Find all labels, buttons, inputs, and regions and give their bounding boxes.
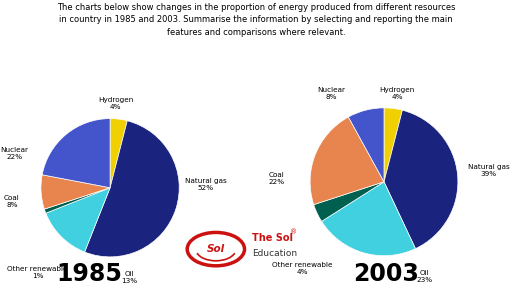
Wedge shape: [45, 188, 110, 213]
Text: Other renewable
4%: Other renewable 4%: [272, 263, 333, 275]
Wedge shape: [46, 188, 110, 252]
Text: ®: ®: [290, 229, 297, 235]
Text: Education: Education: [252, 249, 297, 258]
Wedge shape: [41, 175, 110, 209]
Text: Sol: Sol: [207, 244, 225, 254]
Text: Natural gas
39%: Natural gas 39%: [468, 164, 510, 177]
Wedge shape: [110, 119, 127, 188]
Text: The Sol: The Sol: [252, 233, 293, 243]
Wedge shape: [42, 119, 110, 188]
Text: Hydrogen
4%: Hydrogen 4%: [380, 87, 415, 100]
Text: 2003: 2003: [354, 262, 419, 286]
Text: Hydrogen
4%: Hydrogen 4%: [98, 97, 133, 110]
Wedge shape: [310, 117, 384, 205]
Wedge shape: [84, 121, 179, 257]
Text: Oil
13%: Oil 13%: [121, 271, 138, 284]
Wedge shape: [322, 182, 415, 256]
Text: Oil
23%: Oil 23%: [417, 270, 433, 283]
Wedge shape: [348, 108, 384, 182]
Text: Nuclear
22%: Nuclear 22%: [1, 147, 29, 160]
Text: Nuclear
8%: Nuclear 8%: [317, 87, 345, 100]
Text: Natural gas
52%: Natural gas 52%: [185, 178, 226, 191]
Text: 1985: 1985: [57, 262, 122, 286]
Text: Other renewable
1%: Other renewable 1%: [7, 266, 68, 279]
Wedge shape: [314, 182, 384, 221]
Wedge shape: [384, 110, 458, 249]
Text: The charts below show changes in the proportion of energy produced from differen: The charts below show changes in the pro…: [57, 3, 455, 37]
Wedge shape: [384, 108, 402, 182]
Text: Coal
22%: Coal 22%: [269, 172, 285, 184]
Text: Coal
8%: Coal 8%: [4, 195, 20, 208]
